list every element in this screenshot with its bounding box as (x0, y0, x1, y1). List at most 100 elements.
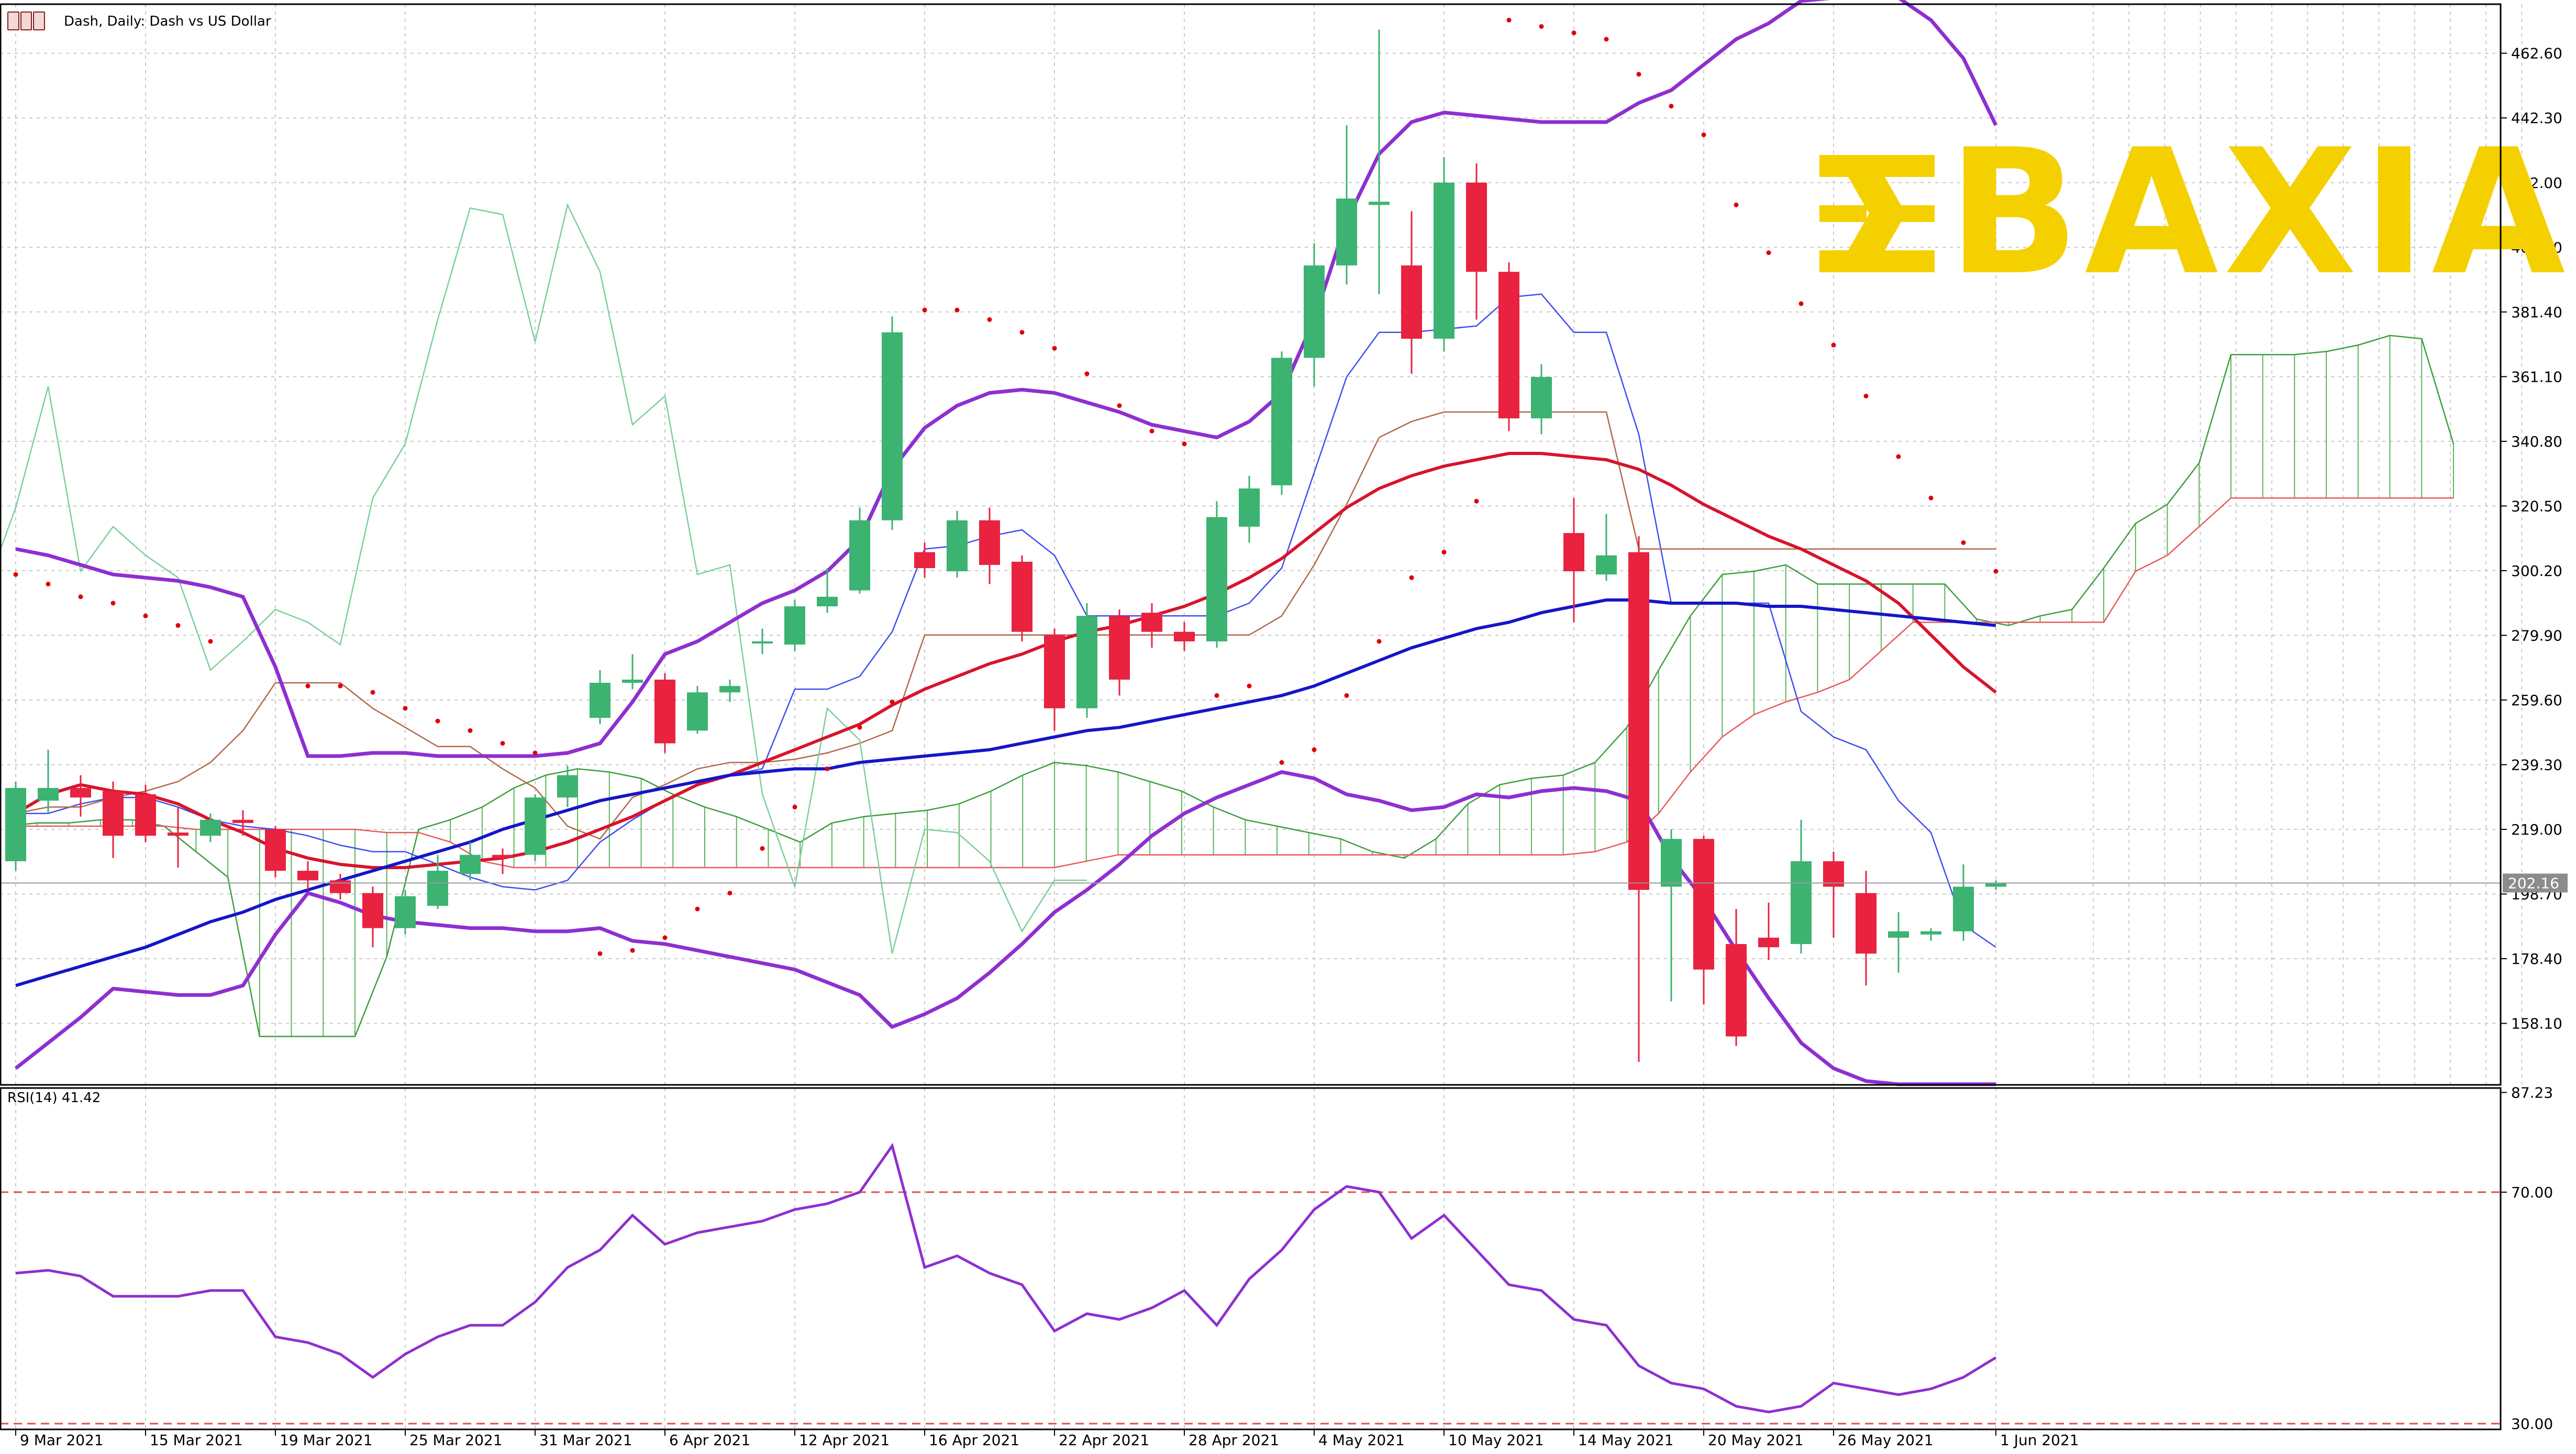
candle-body (168, 833, 188, 836)
candle (1531, 364, 1552, 435)
x-tick-label: 14 May 2021 (1578, 1431, 1674, 1449)
psar-dot (857, 725, 862, 730)
x-tick-label: 6 Apr 2021 (669, 1431, 750, 1449)
candle-body (492, 854, 513, 858)
candle (1206, 501, 1227, 648)
psar-dot (987, 317, 992, 322)
psar-dot (662, 935, 668, 940)
psar-dot (695, 906, 700, 912)
candle (1791, 819, 1812, 954)
candle-body (1012, 561, 1032, 632)
candle-body (1141, 613, 1162, 632)
x-tick-label: 10 May 2021 (1448, 1431, 1544, 1449)
psar-dot (78, 594, 83, 600)
candle (200, 813, 221, 842)
candle (265, 826, 286, 878)
rsi-y-tick-label: 30.00 (2511, 1415, 2553, 1433)
candle-body (1985, 883, 2006, 887)
candle-body (1401, 265, 1422, 339)
candle (460, 842, 481, 881)
psar-dot (1344, 693, 1349, 698)
candle (168, 807, 188, 868)
logo-chevron (1848, 177, 1906, 214)
psar-dot (1279, 760, 1284, 765)
candle-body (882, 332, 903, 520)
psar-dot (1539, 24, 1544, 29)
baxia-logo-emblem (1819, 155, 1935, 272)
candle-body (1498, 272, 1519, 419)
candle (1985, 880, 2006, 890)
psar-dot (922, 307, 927, 313)
candle-body (1856, 893, 1877, 954)
candle-body (654, 680, 675, 743)
psar-dot (1701, 132, 1706, 137)
psar-dot (208, 639, 213, 644)
rsi-pane: 87.23 70.00 30.00 (0, 1084, 2553, 1433)
psar-dot (305, 683, 310, 689)
candle-body (1726, 944, 1747, 1037)
candle (1336, 125, 1357, 285)
y-tick-label: 239.30 (2511, 756, 2562, 773)
psar-dot (1604, 37, 1609, 42)
candle-body (330, 880, 351, 893)
psar-dot (825, 766, 830, 771)
candle (914, 542, 935, 578)
x-tick-label: 15 Mar 2021 (150, 1431, 243, 1449)
psar-dot (1506, 17, 1512, 23)
candle-body (979, 520, 1000, 565)
candle (817, 568, 838, 613)
psar-dot (1961, 540, 1966, 545)
indicator-lines (14, 0, 1998, 1086)
psar-dot (1571, 30, 1576, 36)
psar-dot (1798, 301, 1804, 306)
candle-body (1596, 555, 1617, 575)
psar-dot (1149, 428, 1154, 434)
ichimoku-cloud (5, 335, 2455, 1037)
candle-body (1693, 839, 1714, 970)
y-tick-label: 279.90 (2511, 627, 2562, 644)
candle-body (1369, 202, 1390, 205)
candle (1434, 157, 1454, 352)
psar-dot (1019, 330, 1025, 335)
candle-body (1044, 635, 1065, 708)
psar-dot (468, 728, 473, 733)
candle-body (1661, 839, 1682, 887)
y-tick-label: 300.20 (2511, 562, 2562, 580)
candle (1596, 514, 1617, 581)
candle (70, 775, 91, 817)
candle (784, 600, 805, 651)
logo-bar (1819, 205, 1867, 222)
candle-body (1109, 616, 1130, 680)
psar-dot (1117, 403, 1122, 408)
candle-body (1888, 931, 1909, 938)
candle (719, 680, 740, 702)
cloud-span-a (5, 335, 2455, 1037)
rsi-line (15, 1142, 1997, 1414)
candle (557, 765, 578, 807)
candle-body (1174, 631, 1195, 641)
x-tick-label: 4 May 2021 (1318, 1431, 1405, 1449)
psar-dot (1863, 393, 1869, 398)
logo-bar (1887, 205, 1935, 222)
candle (330, 874, 351, 900)
psar-dot (792, 804, 797, 809)
grid (0, 4, 2523, 1429)
x-tick-label: 9 Mar 2021 (20, 1431, 104, 1449)
candle-body (1953, 886, 1974, 931)
x-tick-label: 25 Mar 2021 (409, 1431, 503, 1449)
window-icon (7, 12, 46, 30)
candle-body (687, 692, 708, 731)
y-tick-label: 259.60 (2511, 692, 2562, 709)
candle (492, 848, 513, 874)
candle-body (590, 683, 610, 718)
logo-bar (1819, 155, 1935, 177)
ichimoku-lines (0, 203, 1996, 954)
psar-dot (597, 951, 603, 956)
kijun-line (15, 411, 1996, 840)
psar-dot (1928, 495, 1934, 501)
candle (1304, 243, 1325, 387)
y-tick-label: 401.70 (2511, 239, 2562, 256)
candle-body (1823, 861, 1844, 887)
candle-body (1563, 533, 1584, 572)
